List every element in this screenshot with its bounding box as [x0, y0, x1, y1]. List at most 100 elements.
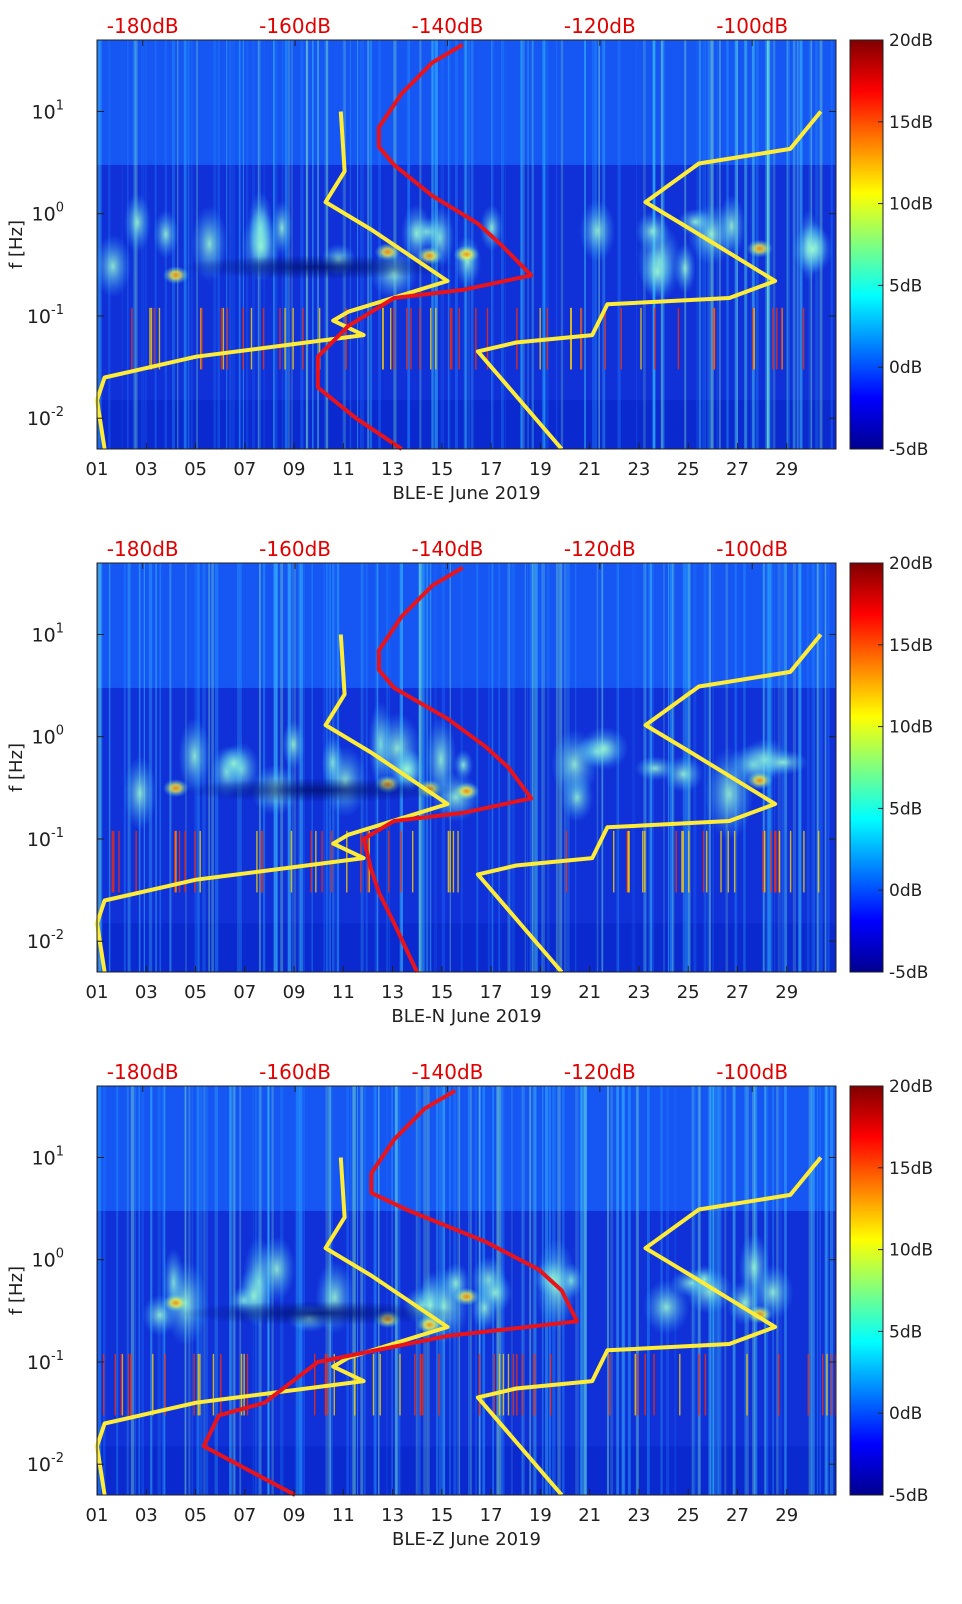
transient-spike	[802, 307, 805, 370]
transient-spike	[118, 830, 120, 893]
vertical-streak	[373, 1086, 377, 1495]
y-tick-exponent: -2	[51, 405, 64, 420]
x-tick-label: 29	[775, 982, 798, 1003]
transient-spike	[533, 1353, 535, 1416]
y-tick-base: 10	[32, 1147, 56, 1169]
transient-spike	[803, 830, 805, 893]
transient-spike	[777, 1353, 780, 1416]
vertical-streak	[299, 1086, 303, 1495]
transient-spike	[781, 307, 783, 370]
transient-spike	[400, 830, 402, 893]
x-tick-label: 23	[627, 1505, 650, 1526]
energy-blob	[178, 717, 211, 795]
transient-spike	[158, 307, 161, 370]
x-tick-label: 05	[184, 459, 207, 480]
top-tick-label: -120dB	[564, 537, 636, 561]
x-axis-label: BLE-E June 2019	[392, 483, 540, 504]
transient-spike	[212, 1353, 215, 1416]
transient-spike	[486, 307, 489, 370]
vertical-streak	[302, 563, 305, 972]
transient-spike	[774, 830, 776, 893]
transient-spike	[762, 830, 764, 893]
vertical-streak	[541, 40, 545, 449]
x-tick-label: 19	[529, 459, 552, 480]
transient-spike	[580, 307, 583, 370]
x-tick-label: 23	[627, 459, 650, 480]
x-tick-label: 03	[135, 1505, 158, 1526]
transient-spike	[261, 830, 263, 893]
vertical-streak	[229, 1086, 232, 1495]
transient-spike	[817, 830, 820, 893]
vertical-streak	[205, 1086, 209, 1495]
colorbar-label: -5dB	[889, 440, 928, 460]
series-line-1	[95, 111, 450, 450]
transient-spike	[507, 1353, 510, 1416]
y-axis-label: f [Hz]	[6, 743, 27, 792]
vertical-streak	[529, 1086, 532, 1495]
transient-spike	[164, 1353, 166, 1416]
transient-spike	[314, 1353, 316, 1416]
y-tick-exponent: -2	[51, 1451, 64, 1466]
vertical-streak	[369, 40, 373, 449]
transient-spike	[130, 1353, 132, 1416]
vertical-streak	[627, 1086, 631, 1495]
vertical-streak	[299, 563, 303, 972]
vertical-streak	[636, 40, 638, 449]
vertical-streak	[606, 1086, 609, 1495]
x-tick-label: 27	[726, 982, 749, 1003]
transient-spike	[406, 307, 408, 370]
colorbar	[849, 1085, 884, 1496]
x-tick-label: 17	[480, 459, 503, 480]
x-tick-label: 11	[332, 982, 355, 1003]
vertical-streak	[522, 40, 524, 449]
hf-band	[97, 563, 836, 688]
vertical-streak	[520, 40, 522, 449]
vertical-streak	[623, 1086, 626, 1495]
top-tick-label: -100dB	[716, 537, 788, 561]
vertical-streak	[454, 40, 458, 449]
colorbar-label: 0dB	[889, 881, 922, 901]
transient-spike	[246, 1353, 249, 1416]
vertical-streak	[535, 563, 538, 972]
transient-spike	[789, 830, 792, 893]
energy-blob	[123, 193, 152, 253]
microseism-notch	[178, 778, 459, 803]
vertical-streak	[616, 1086, 620, 1495]
vertical-streak	[511, 563, 515, 972]
vertical-streak	[819, 1086, 822, 1495]
vertical-streak	[617, 40, 621, 449]
transient-spike	[451, 307, 453, 370]
transient-spike	[421, 1353, 424, 1416]
x-tick-label: 25	[677, 459, 700, 480]
vertical-streak	[532, 563, 536, 972]
transient-spike	[447, 830, 450, 893]
transient-spike	[175, 830, 177, 893]
y-tick-label: 101	[32, 621, 64, 646]
y-tick-base: 10	[32, 1250, 56, 1272]
x-tick-label: 25	[677, 1505, 700, 1526]
transient-spike	[478, 1353, 481, 1416]
transient-spike	[628, 830, 630, 893]
vertical-streak	[159, 563, 162, 972]
y-tick-base: 10	[27, 306, 51, 328]
transient-spike	[688, 830, 690, 893]
vertical-streak	[521, 40, 523, 449]
vertical-streak	[808, 1086, 812, 1495]
energy-blob	[635, 211, 670, 252]
transient-spike	[131, 307, 133, 370]
vertical-streak	[157, 1086, 161, 1495]
vertical-streak	[108, 563, 111, 972]
y-tick-label: 10-1	[27, 826, 64, 851]
vertical-streak	[526, 563, 529, 972]
transient-spike	[675, 830, 677, 893]
vertical-streak	[287, 563, 291, 972]
vertical-streak	[360, 40, 362, 449]
series-line-3	[315, 42, 534, 451]
y-axis-label: f [Hz]	[6, 220, 27, 269]
vertical-streak	[635, 1086, 639, 1495]
series-line-2	[475, 633, 823, 974]
vertical-streak	[524, 563, 526, 972]
